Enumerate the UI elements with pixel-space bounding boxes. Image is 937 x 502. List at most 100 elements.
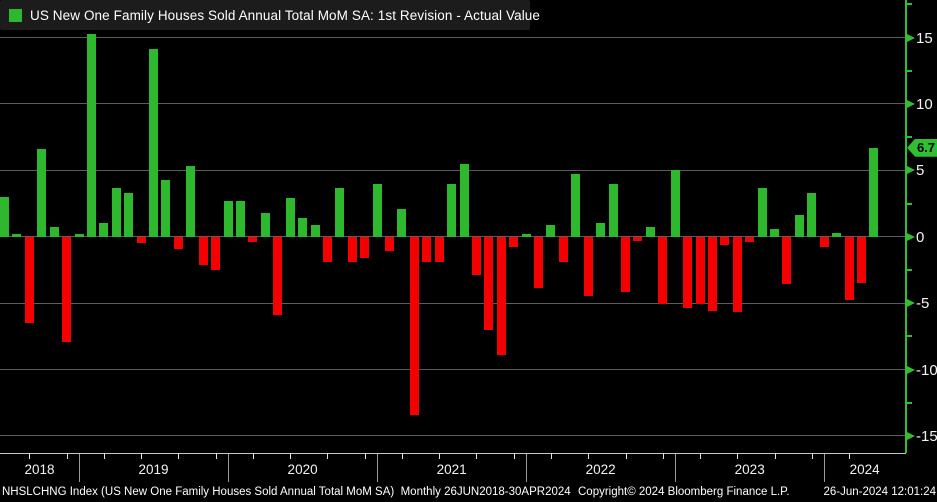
bar[interactable]: [720, 236, 730, 245]
bar[interactable]: [447, 183, 457, 237]
x-axis: 2018 2019 2020 2021 2022 2023 2024: [0, 453, 937, 484]
bar[interactable]: [621, 236, 630, 293]
chart-plot-area[interactable]: [0, 0, 905, 453]
quarter-tick: [625, 453, 627, 459]
bar[interactable]: [645, 227, 655, 237]
bar[interactable]: [223, 200, 233, 237]
timestamp: 26-Jun-2024 12:01:24: [823, 486, 936, 498]
bar[interactable]: [633, 236, 643, 241]
bar[interactable]: [322, 236, 332, 262]
bar[interactable]: [409, 236, 419, 415]
bar[interactable]: [509, 236, 519, 248]
bar[interactable]: [770, 228, 780, 237]
bar[interactable]: [583, 236, 593, 297]
bar[interactable]: [571, 174, 581, 237]
gridline: [0, 302, 905, 304]
bar[interactable]: [757, 187, 767, 237]
bar[interactable]: [161, 179, 171, 237]
bar[interactable]: [546, 224, 556, 237]
y-tick-minor: [907, 69, 912, 72]
bar[interactable]: [235, 200, 245, 237]
bar[interactable]: [86, 33, 96, 237]
bar[interactable]: [335, 187, 345, 237]
bar[interactable]: [198, 236, 208, 265]
y-tick-arrow-icon: [907, 299, 915, 308]
bar[interactable]: [856, 236, 866, 284]
gridline: [0, 369, 905, 370]
quarter-tick: [588, 453, 590, 459]
bar[interactable]: [211, 236, 221, 270]
bar[interactable]: [62, 236, 72, 342]
bar[interactable]: [74, 234, 84, 237]
bar[interactable]: [832, 232, 842, 237]
bar[interactable]: [596, 223, 606, 237]
bar[interactable]: [0, 196, 9, 237]
bar[interactable]: [186, 166, 196, 237]
y-tick-arrow-icon: [907, 166, 915, 175]
bar[interactable]: [608, 183, 618, 237]
bar[interactable]: [707, 236, 717, 312]
bar[interactable]: [260, 212, 270, 237]
bar[interactable]: [695, 236, 705, 305]
bar[interactable]: [434, 236, 444, 262]
bar[interactable]: [496, 236, 506, 355]
bar[interactable]: [422, 236, 432, 262]
bar[interactable]: [534, 236, 544, 289]
quarter-tick: [66, 453, 68, 459]
year-separator: [526, 454, 528, 482]
bar[interactable]: [745, 236, 755, 242]
bar[interactable]: [807, 192, 817, 237]
year-label: 2019: [138, 462, 169, 477]
bar[interactable]: [459, 163, 469, 237]
bar[interactable]: [844, 236, 854, 301]
bar[interactable]: [385, 236, 395, 252]
bar[interactable]: [372, 183, 382, 237]
y-tick-arrow-icon: [907, 431, 915, 440]
chart-legend[interactable]: US New One Family Houses Sold Annual Tot…: [0, 0, 540, 30]
bar[interactable]: [99, 223, 109, 237]
bar[interactable]: [111, 187, 121, 237]
bar[interactable]: [782, 236, 792, 285]
bar[interactable]: [471, 236, 481, 276]
bar[interactable]: [347, 236, 357, 262]
year-label: 2020: [287, 462, 318, 477]
bar[interactable]: [794, 215, 804, 237]
quarter-tick: [215, 453, 217, 459]
bar[interactable]: [248, 236, 258, 242]
bar[interactable]: [360, 236, 370, 258]
bar[interactable]: [397, 208, 407, 237]
bar[interactable]: [285, 198, 295, 237]
bar[interactable]: [310, 224, 320, 237]
bar[interactable]: [149, 49, 159, 237]
gridline: [0, 37, 905, 38]
bar[interactable]: [683, 236, 693, 309]
quarter-tick: [513, 453, 515, 459]
bar[interactable]: [732, 236, 742, 313]
year-separator: [79, 454, 81, 482]
quarter-tick: [476, 453, 478, 459]
year-label: 2018: [24, 462, 55, 477]
bar[interactable]: [484, 236, 494, 330]
bar[interactable]: [521, 234, 531, 237]
bar[interactable]: [24, 236, 34, 323]
bar[interactable]: [658, 236, 668, 305]
bar[interactable]: [558, 236, 568, 262]
legend-label: US New One Family Houses Sold Annual Tot…: [30, 7, 541, 23]
copyright-text: Copyright© 2024 Bloomberg Finance L.P.: [578, 486, 790, 498]
bar[interactable]: [173, 236, 183, 249]
bar[interactable]: [819, 236, 829, 248]
quarter-tick: [364, 453, 366, 459]
bar[interactable]: [136, 236, 146, 244]
bar[interactable]: [869, 147, 879, 237]
bar[interactable]: [124, 192, 134, 237]
bar[interactable]: [298, 218, 308, 237]
status-bar: NHSLCHNG Index (US New One Family Houses…: [0, 484, 937, 502]
y-axis-label: -10: [916, 361, 937, 379]
bar[interactable]: [49, 227, 59, 237]
bar[interactable]: [273, 236, 283, 316]
y-tick-arrow-icon: [907, 33, 915, 42]
y-axis-label: 0: [916, 228, 925, 246]
bar[interactable]: [670, 170, 680, 237]
bar[interactable]: [37, 149, 47, 237]
bar[interactable]: [12, 234, 22, 237]
